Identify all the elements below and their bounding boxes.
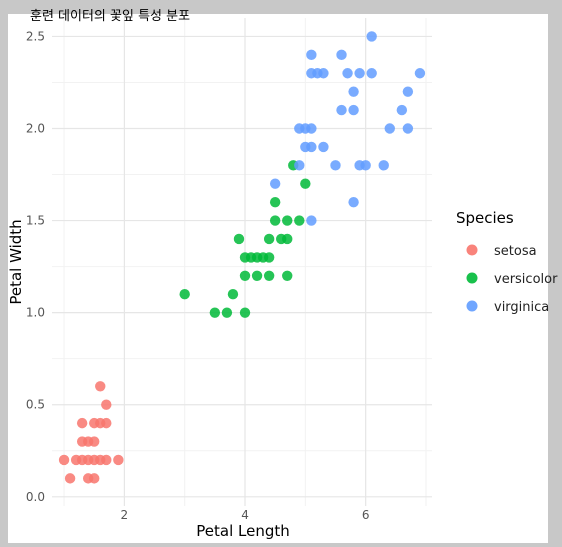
y-tick-label: 0.5 [26, 398, 45, 412]
data-point-setosa [89, 436, 100, 447]
data-point-versicolor [282, 215, 293, 226]
data-point-virginica [330, 160, 341, 171]
points-layer [58, 31, 426, 484]
x-tick-label: 2 [121, 508, 129, 522]
data-point-versicolor [263, 270, 275, 282]
data-point-virginica [342, 68, 353, 79]
data-point-setosa [101, 454, 112, 466]
data-point-virginica [294, 160, 305, 171]
axis-layer: 2 4 6 0.0 0.5 1.0 1.5 2.0 2.5 [26, 29, 370, 522]
data-point-virginica [378, 160, 389, 171]
data-point-setosa [101, 417, 112, 429]
data-point-virginica [269, 178, 281, 189]
data-point-versicolor [233, 233, 245, 245]
data-point-setosa [89, 473, 100, 484]
legend-title: Species [456, 209, 514, 227]
y-tick-label: 0.0 [26, 490, 45, 504]
y-axis-label: Petal Width [7, 219, 25, 304]
legend-key-setosa [466, 244, 478, 256]
data-point-virginica [402, 123, 414, 134]
data-point-virginica [306, 141, 317, 153]
legend-label-setosa: setosa [494, 244, 537, 259]
data-point-setosa [95, 381, 106, 392]
data-point-versicolor [269, 215, 281, 226]
data-point-virginica [348, 86, 359, 97]
data-point-versicolor [209, 307, 221, 318]
data-point-versicolor [269, 196, 281, 208]
data-point-virginica [414, 68, 426, 79]
data-point-versicolor [282, 233, 293, 245]
data-point-versicolor [263, 233, 275, 245]
data-point-virginica [318, 68, 329, 79]
data-point-versicolor [251, 270, 263, 282]
data-point-versicolor [239, 270, 251, 282]
plot-background [8, 14, 548, 543]
data-point-virginica [336, 104, 347, 116]
legend-items: setosa versicolor virginica [466, 244, 558, 315]
y-tick-label: 1.5 [26, 214, 45, 228]
data-point-virginica [306, 215, 317, 226]
data-point-virginica [396, 104, 408, 116]
x-axis-label: Petal Length [196, 522, 290, 540]
data-point-virginica [354, 68, 365, 79]
data-point-virginica [318, 141, 329, 153]
data-point-virginica [384, 123, 395, 134]
data-point-virginica [348, 196, 359, 208]
data-point-versicolor [227, 289, 239, 300]
data-point-virginica [306, 68, 317, 79]
legend-label-versicolor: versicolor [494, 272, 558, 287]
data-point-versicolor [239, 307, 251, 318]
x-tick-label: 4 [241, 508, 249, 522]
data-point-virginica [336, 49, 347, 61]
data-point-versicolor [221, 307, 233, 318]
data-point-virginica [366, 68, 377, 79]
legend: Species setosa versicolor virginica [456, 209, 558, 315]
data-point-versicolor [282, 270, 293, 282]
data-point-virginica [360, 160, 371, 171]
data-point-versicolor [300, 178, 311, 189]
legend-key-virginica [466, 300, 478, 312]
data-point-setosa [58, 454, 70, 466]
legend-key-versicolor [466, 272, 478, 284]
data-point-setosa [64, 473, 76, 484]
data-point-virginica [306, 49, 317, 61]
data-point-setosa [113, 454, 124, 466]
data-point-setosa [101, 399, 112, 410]
y-tick-label: 2.5 [26, 29, 45, 43]
legend-label-virginica: virginica [494, 300, 549, 315]
y-tick-label: 1.0 [26, 306, 45, 320]
data-point-virginica [306, 123, 317, 134]
data-point-versicolor [294, 215, 305, 226]
y-tick-label: 2.0 [26, 121, 45, 135]
data-point-setosa [76, 417, 88, 429]
data-point-virginica [402, 86, 414, 97]
data-point-virginica [348, 104, 359, 116]
data-point-versicolor [179, 289, 190, 300]
x-tick-label: 6 [362, 508, 370, 522]
data-point-virginica [366, 31, 377, 42]
chart-title: 훈련 데이터의 꽃잎 특성 분포 [30, 9, 190, 24]
data-point-versicolor [263, 252, 275, 263]
